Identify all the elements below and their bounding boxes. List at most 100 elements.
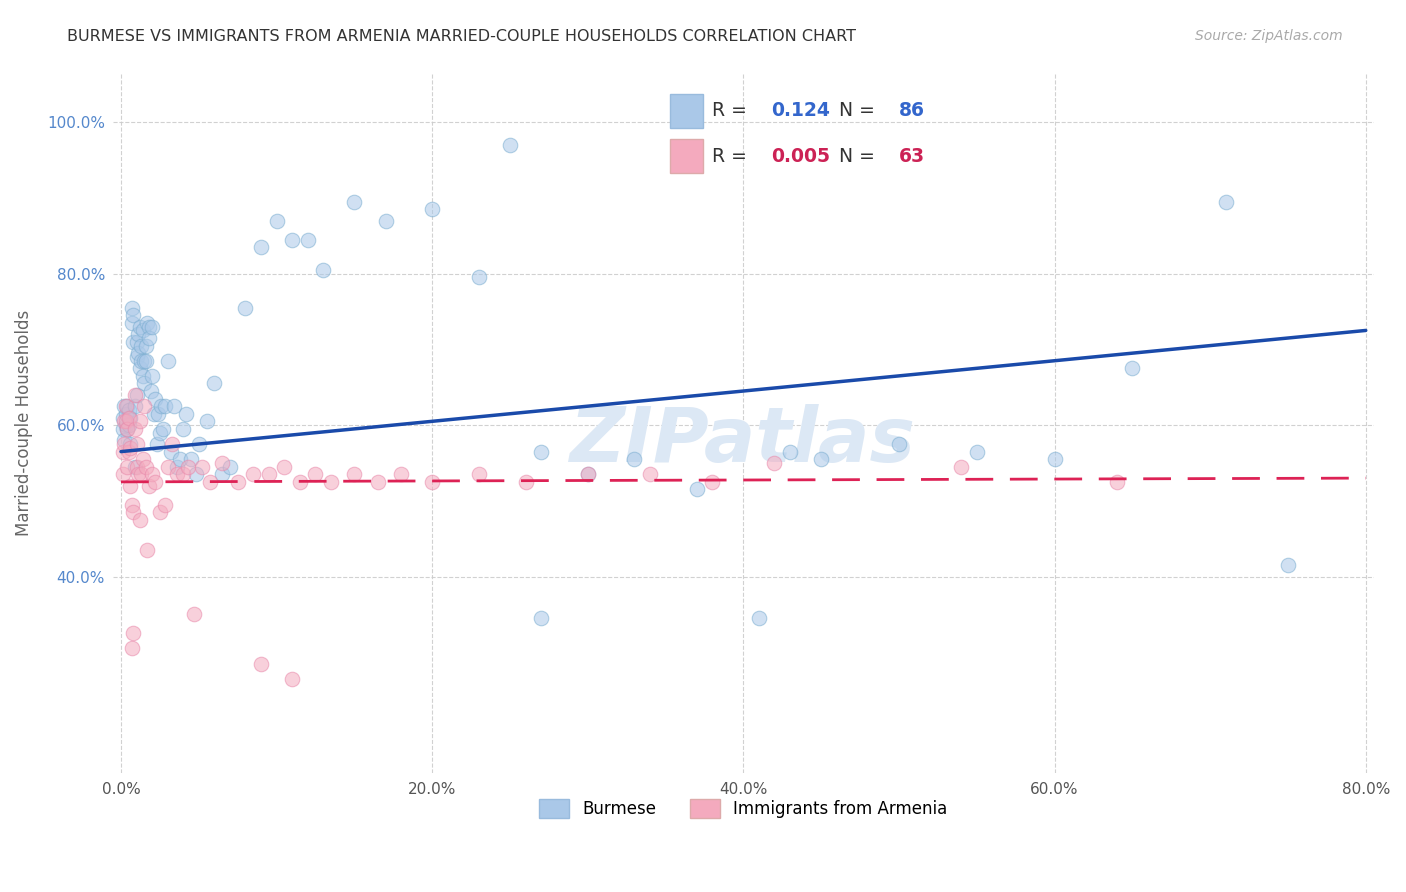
- Point: [124, 422, 146, 436]
- Point: [153, 399, 176, 413]
- Point: [122, 626, 145, 640]
- Point: [135, 338, 157, 352]
- Point: [156, 353, 179, 368]
- Point: [112, 399, 135, 413]
- Point: [135, 459, 157, 474]
- Point: [150, 399, 173, 413]
- Point: [468, 467, 491, 482]
- Point: [112, 414, 135, 428]
- Point: [638, 467, 661, 482]
- Point: [966, 444, 988, 458]
- Point: [810, 452, 832, 467]
- Point: [304, 467, 326, 482]
- Point: [166, 467, 188, 482]
- Point: [1277, 558, 1299, 573]
- Point: [114, 399, 136, 413]
- Point: [162, 437, 184, 451]
- Point: [128, 414, 150, 428]
- Point: [121, 301, 143, 315]
- Point: [367, 475, 389, 489]
- Point: [530, 444, 553, 458]
- Point: [112, 437, 135, 451]
- Point: [499, 137, 522, 152]
- Point: [125, 437, 148, 451]
- Point: [288, 475, 311, 489]
- Point: [141, 467, 163, 482]
- Point: [226, 475, 249, 489]
- Point: [172, 422, 194, 436]
- Point: [142, 407, 165, 421]
- Point: [779, 444, 801, 458]
- Point: [374, 213, 396, 227]
- Point: [115, 422, 138, 436]
- Point: [136, 543, 159, 558]
- Point: [281, 672, 304, 686]
- Point: [122, 308, 145, 322]
- Point: [114, 418, 136, 433]
- Point: [686, 483, 709, 497]
- Point: [141, 319, 163, 334]
- Point: [138, 478, 160, 492]
- Point: [180, 452, 202, 467]
- Point: [183, 607, 205, 622]
- Point: [135, 353, 157, 368]
- Point: [134, 399, 156, 413]
- Point: [515, 475, 537, 489]
- Point: [343, 194, 366, 209]
- Point: [257, 467, 280, 482]
- Point: [702, 475, 724, 489]
- Text: BURMESE VS IMMIGRANTS FROM ARMENIA MARRIED-COUPLE HOUSEHOLDS CORRELATION CHART: BURMESE VS IMMIGRANTS FROM ARMENIA MARRI…: [67, 29, 856, 44]
- Point: [136, 316, 159, 330]
- Point: [122, 334, 145, 349]
- Point: [122, 505, 145, 519]
- Point: [129, 353, 152, 368]
- Point: [235, 301, 257, 315]
- Point: [159, 444, 181, 458]
- Point: [176, 407, 198, 421]
- Point: [163, 399, 186, 413]
- Point: [115, 399, 138, 413]
- Point: [120, 437, 142, 451]
- Point: [124, 459, 146, 474]
- Point: [172, 467, 194, 482]
- Point: [250, 657, 273, 671]
- Point: [120, 441, 142, 455]
- Point: [121, 498, 143, 512]
- Point: [111, 410, 134, 425]
- Point: [143, 392, 166, 406]
- Point: [950, 459, 973, 474]
- Point: [134, 353, 156, 368]
- Point: [118, 444, 141, 458]
- Point: [887, 437, 910, 451]
- Point: [576, 467, 599, 482]
- Point: [125, 334, 148, 349]
- Point: [420, 475, 443, 489]
- Point: [211, 456, 233, 470]
- Point: [184, 467, 207, 482]
- Point: [219, 459, 242, 474]
- Point: [202, 376, 225, 391]
- Point: [125, 459, 148, 474]
- Point: [297, 233, 319, 247]
- Point: [468, 270, 491, 285]
- Point: [198, 475, 221, 489]
- Point: [139, 384, 162, 398]
- Point: [148, 407, 170, 421]
- Point: [149, 505, 172, 519]
- Point: [149, 425, 172, 440]
- Point: [266, 213, 288, 227]
- Text: Source: ZipAtlas.com: Source: ZipAtlas.com: [1195, 29, 1343, 43]
- Point: [124, 399, 146, 413]
- Point: [118, 403, 141, 417]
- Point: [115, 459, 138, 474]
- Point: [166, 459, 188, 474]
- Point: [623, 452, 645, 467]
- Point: [1105, 475, 1128, 489]
- Point: [138, 331, 160, 345]
- Point: [132, 452, 155, 467]
- Point: [112, 434, 135, 448]
- Point: [195, 414, 218, 428]
- Point: [125, 350, 148, 364]
- Point: [129, 338, 152, 352]
- Point: [125, 388, 148, 402]
